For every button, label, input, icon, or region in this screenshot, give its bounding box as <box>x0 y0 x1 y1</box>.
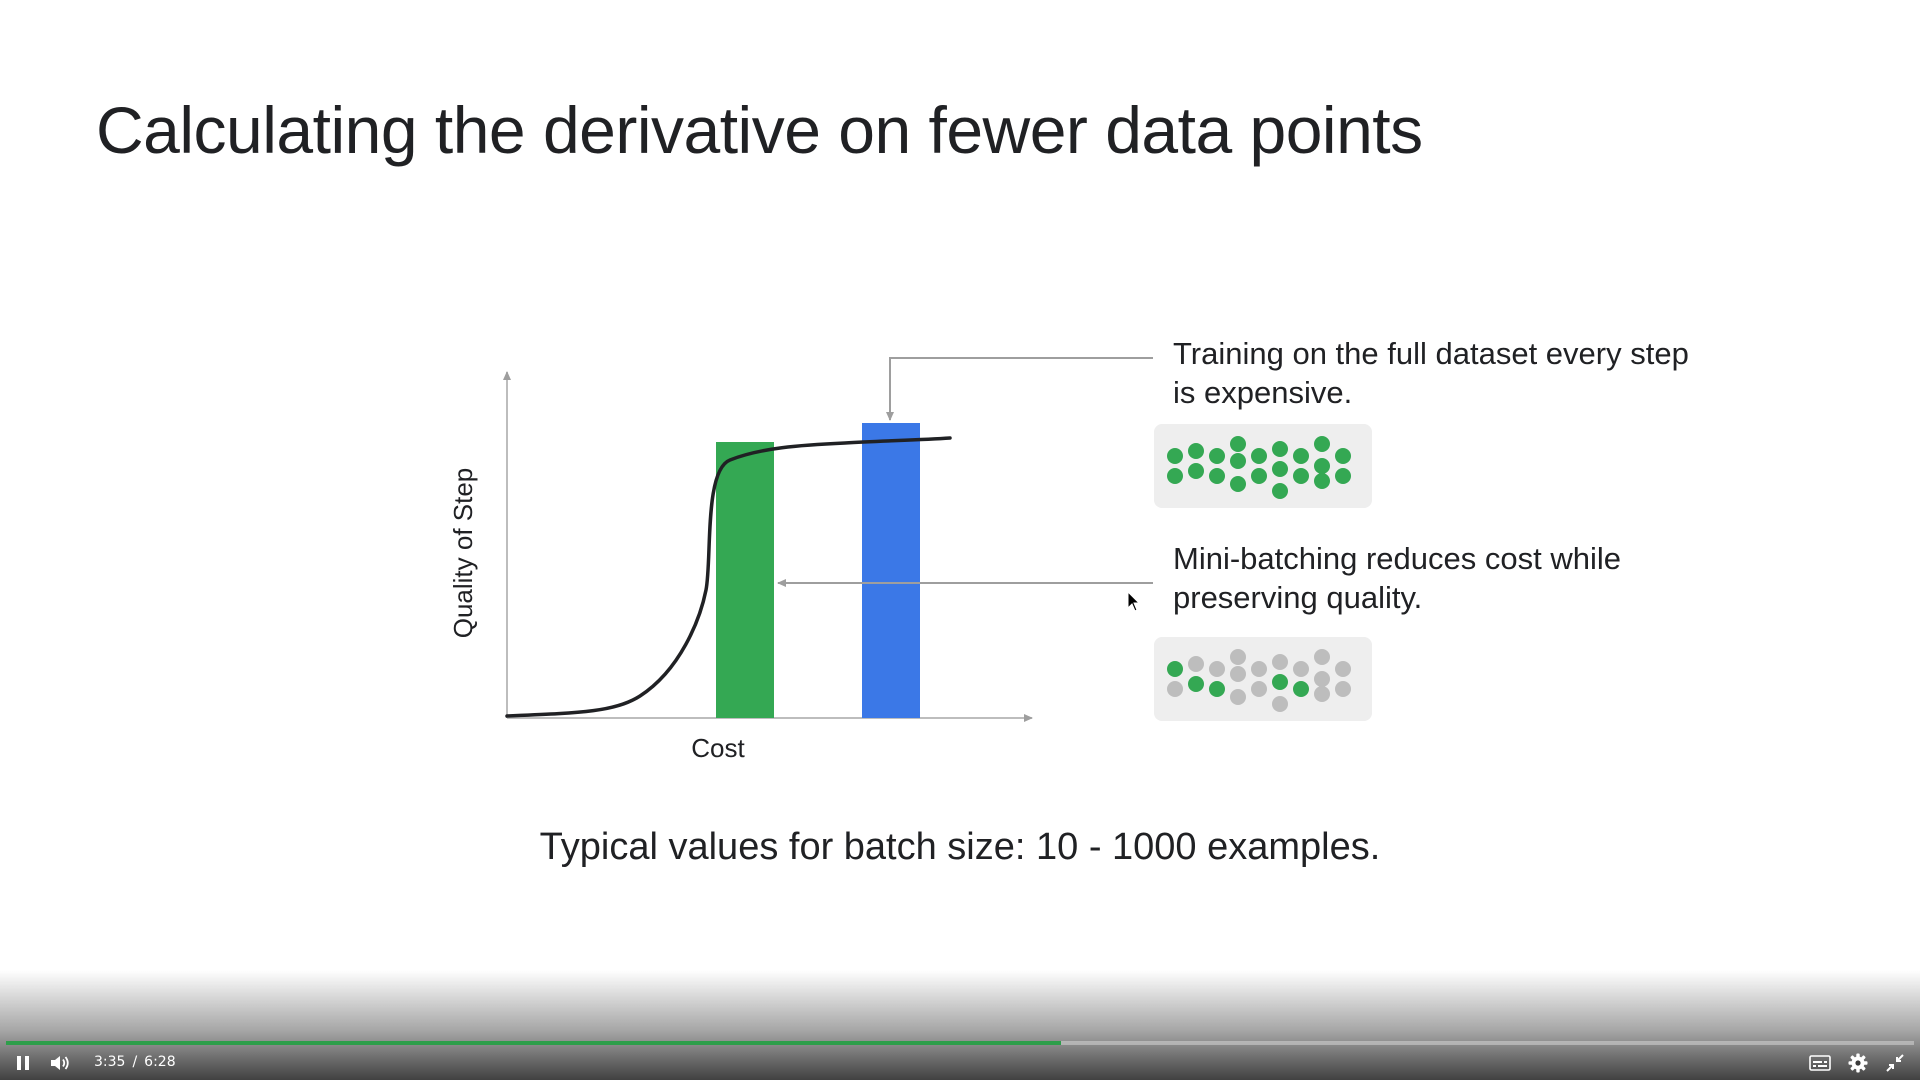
volume-icon <box>51 1056 69 1070</box>
data-point-dot <box>1209 681 1225 697</box>
data-point-dot <box>1188 443 1204 459</box>
data-point-dot <box>1335 681 1351 697</box>
data-point-dot <box>1293 468 1309 484</box>
data-point-dot <box>1209 468 1225 484</box>
full-dataset-arrow <box>886 357 1153 421</box>
progress-bar[interactable] <box>6 1041 1914 1045</box>
data-point-dot <box>1293 448 1309 464</box>
data-point-dot <box>1251 468 1267 484</box>
mini-batch-dots <box>1167 649 1351 712</box>
data-point-dot <box>1314 671 1330 687</box>
data-point-dot <box>1188 463 1204 479</box>
data-point-dot <box>1230 689 1246 705</box>
data-point-dot <box>1209 448 1225 464</box>
data-point-dot <box>1314 458 1330 474</box>
data-point-dot <box>1335 468 1351 484</box>
data-point-dot <box>1272 461 1288 477</box>
data-point-dot <box>1167 681 1183 697</box>
y-axis-label: Quality of Step <box>448 468 478 639</box>
data-point-dot <box>1188 656 1204 672</box>
data-point-dot <box>1314 686 1330 702</box>
data-point-dot <box>1272 483 1288 499</box>
player-controls: 3:35 / 6:28 <box>0 1048 1920 1080</box>
exit-fullscreen-icon <box>1886 1054 1904 1072</box>
exit-fullscreen-button[interactable] <box>1880 1048 1910 1078</box>
data-point-dot <box>1251 448 1267 464</box>
data-point-dot <box>1335 448 1351 464</box>
bar-green <box>716 442 774 718</box>
quality-curve <box>505 436 952 718</box>
slide-title: Calculating the derivative on fewer data… <box>96 93 1423 167</box>
data-point-dot <box>1188 676 1204 692</box>
settings-button[interactable] <box>1843 1048 1873 1078</box>
pause-icon <box>17 1056 29 1070</box>
captions-button[interactable] <box>1805 1048 1835 1078</box>
data-point-dot <box>1230 649 1246 665</box>
data-point-dot <box>1230 436 1246 452</box>
player-controls-background <box>0 970 1920 1080</box>
data-point-dot <box>1314 436 1330 452</box>
data-point-dot <box>1167 661 1183 677</box>
data-point-dot <box>1167 448 1183 464</box>
time-separator: / <box>132 1054 138 1070</box>
pause-button[interactable] <box>10 1048 36 1078</box>
bar-blue <box>862 423 920 718</box>
data-point-dot <box>1314 649 1330 665</box>
full-dataset-dots <box>1167 436 1351 499</box>
progress-bar-played <box>6 1041 1062 1045</box>
data-point-dot <box>1272 441 1288 457</box>
data-point-dot <box>1251 661 1267 677</box>
data-point-dot <box>1209 661 1225 677</box>
data-point-dot <box>1293 681 1309 697</box>
data-point-dot <box>1314 473 1330 489</box>
data-point-dot <box>1272 696 1288 712</box>
gear-icon <box>1848 1053 1868 1073</box>
batch-size-footnote: Typical values for batch size: 10 - 1000… <box>539 826 1381 868</box>
time-readout: 3:35 / 6:28 <box>94 1054 176 1070</box>
mini-batch-dot-panel <box>1154 637 1372 721</box>
data-point-dot <box>1272 674 1288 690</box>
data-point-dot <box>1230 453 1246 469</box>
data-point-dot <box>1167 468 1183 484</box>
x-axis-label: Cost <box>691 733 745 763</box>
data-point-dot <box>1230 666 1246 682</box>
mouse-cursor-icon <box>1127 591 1141 612</box>
full-dataset-dot-panel <box>1154 424 1372 508</box>
captions-icon <box>1809 1055 1831 1071</box>
full-dataset-annotation: Training on the full dataset every step … <box>1173 336 1689 410</box>
data-point-dot <box>1251 681 1267 697</box>
data-point-dot <box>1272 654 1288 670</box>
mini-batch-annotation: Mini-batching reduces cost while preserv… <box>1173 541 1621 615</box>
data-point-dot <box>1293 661 1309 677</box>
data-point-dot <box>1335 661 1351 677</box>
duration: 6:28 <box>144 1054 176 1070</box>
quality-vs-cost-diagram: Cost Quality of Step <box>448 357 1372 763</box>
data-point-dot <box>1230 476 1246 492</box>
current-time: 3:35 <box>94 1054 126 1070</box>
volume-button[interactable] <box>46 1048 76 1078</box>
